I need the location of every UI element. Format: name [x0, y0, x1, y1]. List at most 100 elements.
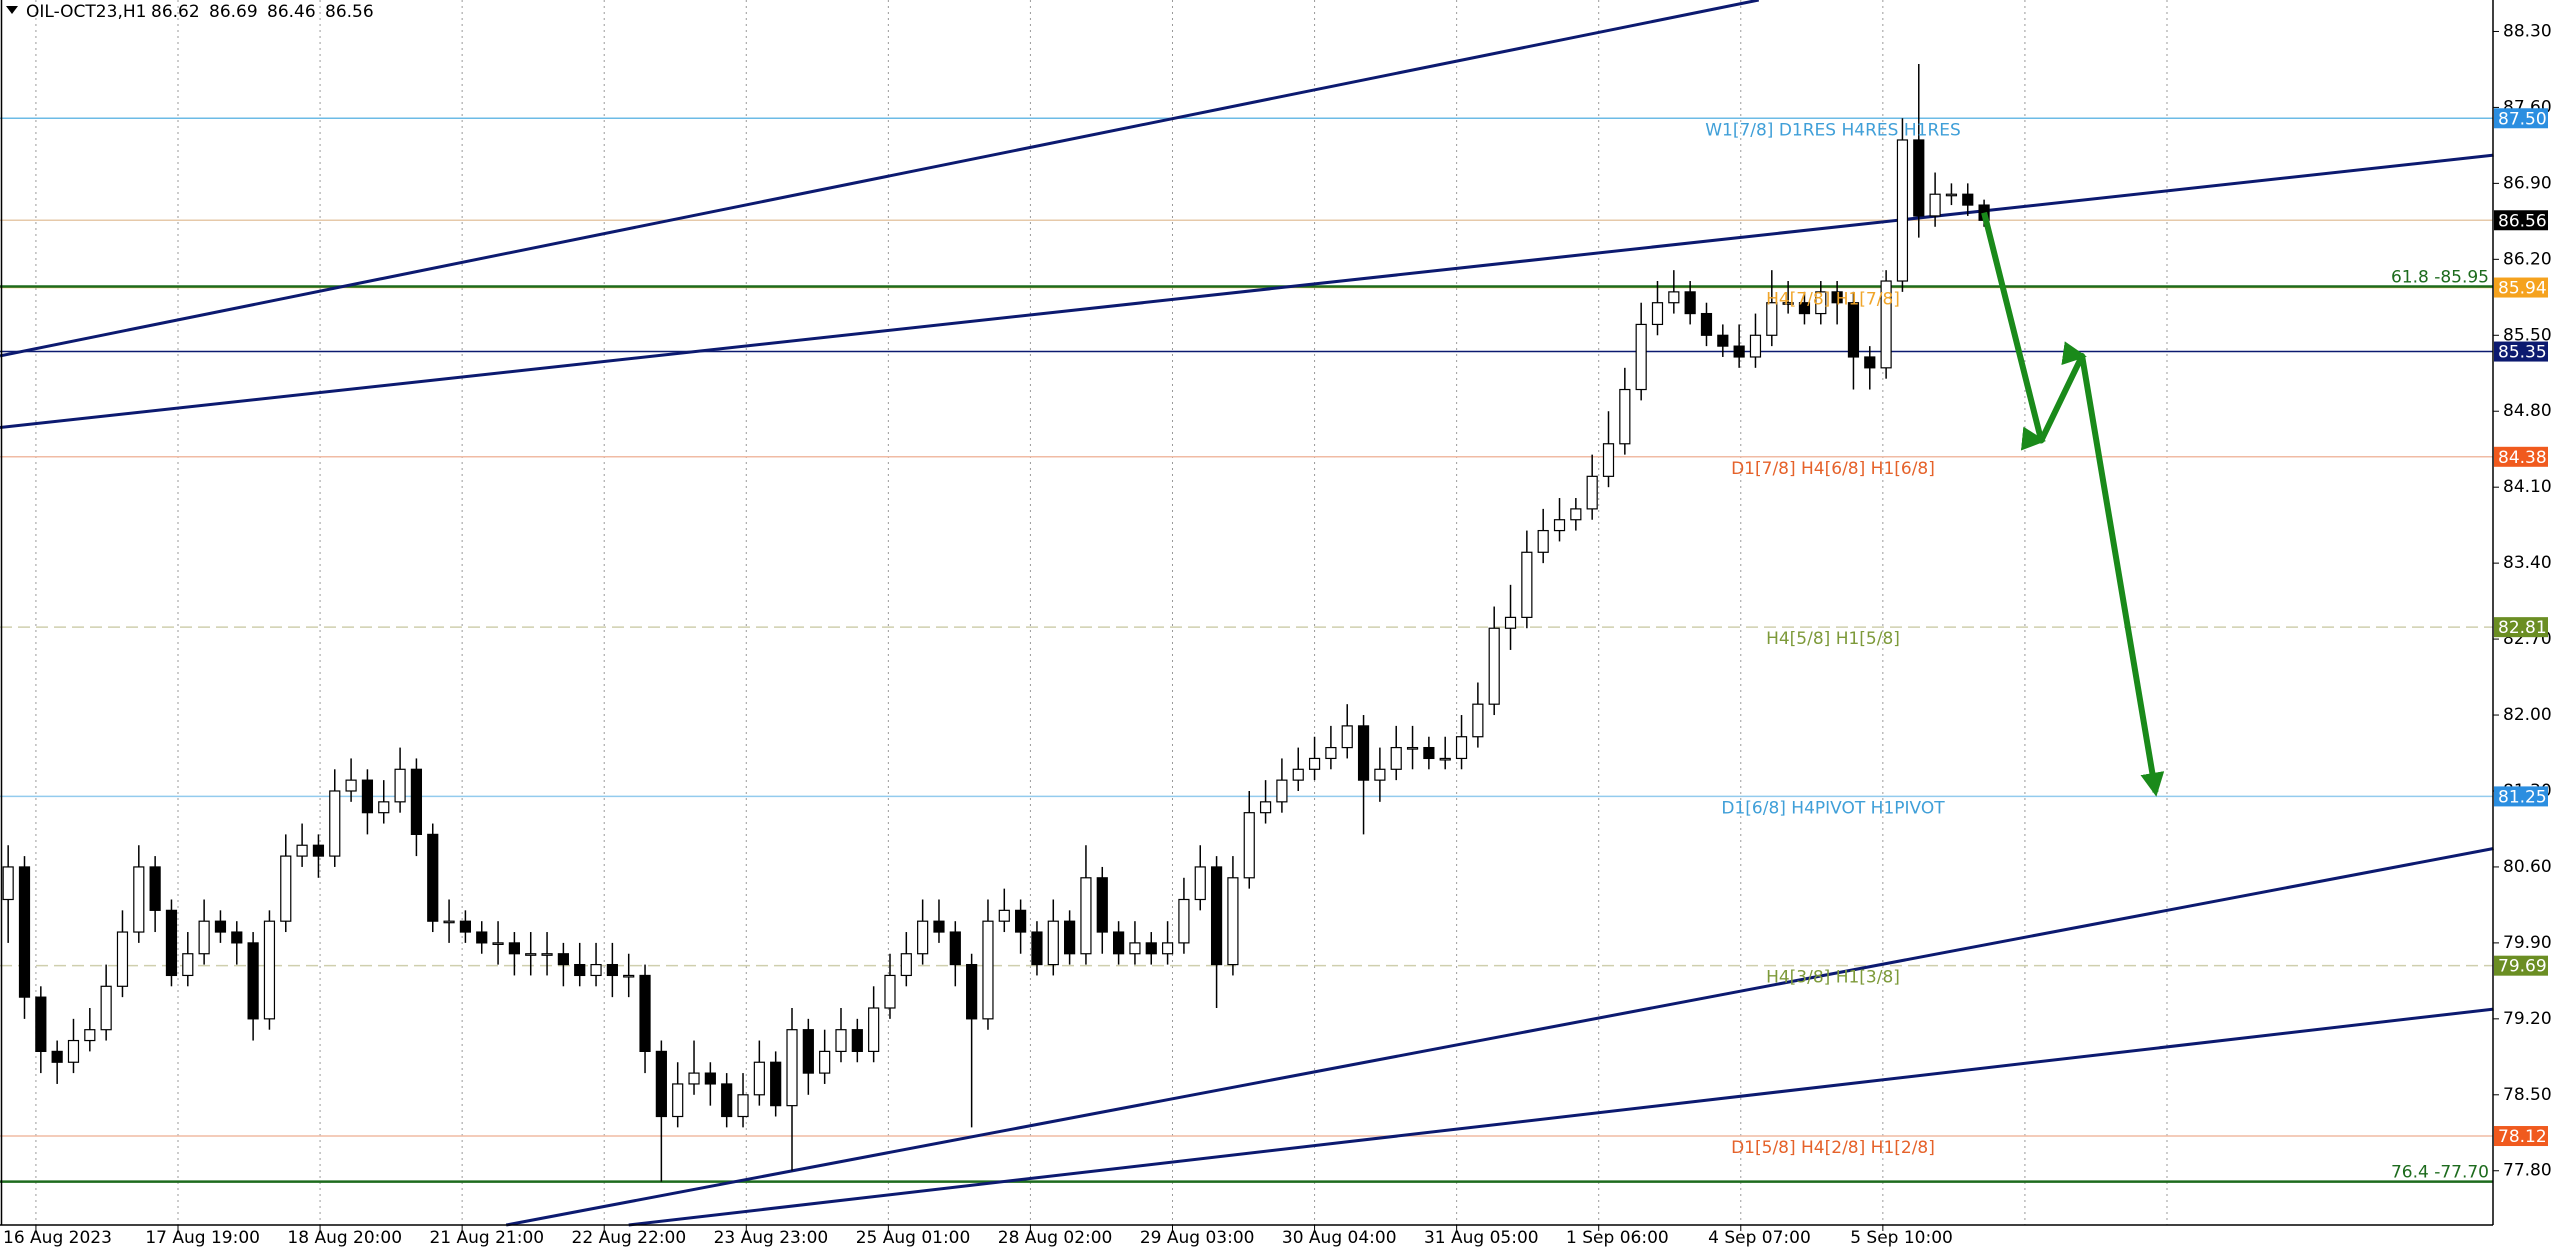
y-tick-label: 78.50 [2503, 1085, 2552, 1105]
price-tag-label: 78.12 [2498, 1127, 2547, 1147]
candle-body [1325, 746, 1337, 760]
symbol-title: OIL-OCT23,H1 [26, 2, 146, 22]
candle-body [1945, 193, 1958, 197]
level-text: D1[5/8] H4[2/8] H1[2/8] [1731, 1138, 1935, 1158]
price-tag-label: 87.50 [2498, 109, 2547, 129]
overlay: W1[7/8] D1RES H4RES H1RES H4[7/8] H1[7/8]… [1705, 120, 2489, 1182]
trendline [505, 847, 2494, 1227]
candle-body [280, 855, 292, 922]
header-value: 86.69 [209, 2, 258, 22]
candle-body [1390, 746, 1402, 770]
candle-body [165, 909, 178, 977]
candle-body [835, 1029, 847, 1052]
trendline [0, 153, 2494, 429]
candle-body [1161, 942, 1174, 955]
y-tick-label: 79.90 [2503, 933, 2552, 953]
candle-body [1194, 866, 1206, 901]
candle-body [1031, 931, 1043, 966]
candle-body [51, 1050, 63, 1063]
candle-body [1831, 291, 1843, 304]
header-values: 86.62 86.69 86.46 86.56 [151, 2, 374, 22]
candle-body [508, 942, 520, 955]
header-value: 86.46 [267, 2, 316, 22]
candle-body [1145, 942, 1157, 955]
candle-body [998, 909, 1010, 922]
candle-body [1178, 898, 1190, 944]
x-tick-label: 22 Aug 22:00 [572, 1228, 687, 1248]
candle-body [394, 768, 406, 803]
price-tag [2494, 617, 2548, 638]
candle-body [1472, 703, 1484, 738]
candle-body [1733, 345, 1745, 358]
candle-body [1064, 920, 1076, 955]
fib-text: 76.4 -77.70 [2391, 1163, 2489, 1183]
candle-body [1455, 736, 1468, 760]
candle-body [476, 931, 488, 944]
y-tick-label: 88.30 [2503, 21, 2552, 41]
candle-body [574, 963, 586, 977]
candle-body [1015, 909, 1027, 933]
candle-body [1341, 725, 1353, 749]
price-tag [2494, 1126, 2548, 1147]
candle-body [492, 942, 504, 945]
price-tag-label: 86.56 [2498, 211, 2547, 231]
candle-body [770, 1061, 782, 1107]
candle-body [427, 833, 439, 922]
candle-body [100, 985, 112, 1031]
price-tag [2494, 341, 2548, 362]
candle-body [296, 844, 308, 857]
trendline [628, 1007, 2494, 1227]
candle-body [443, 920, 455, 924]
candle-body [1651, 302, 1664, 326]
candle-body [1717, 334, 1729, 347]
candle-body [149, 866, 161, 911]
forecast-path [1981, 211, 2165, 797]
y-tick-label: 86.90 [2503, 173, 2552, 193]
candle-body [1423, 746, 1435, 760]
candle-body [672, 1083, 684, 1118]
candle-body [1504, 616, 1517, 629]
price-tag [2494, 108, 2548, 129]
candle-body [1521, 551, 1533, 618]
candle-body [1259, 801, 1272, 814]
candle-body [1880, 280, 1892, 369]
level-text: H4[3/8] H1[3/8] [1766, 968, 1900, 988]
candle-body [1570, 508, 1582, 521]
candle-body [917, 920, 929, 955]
level-text: H4[5/8] H1[5/8] [1766, 629, 1900, 649]
axes: 16 Aug 2023 17 Aug 19:00 18 Aug 20:00 21 Au… [3, 21, 2552, 1248]
y-tick-label: 77.80 [2503, 1161, 2552, 1181]
candle-body [1374, 768, 1386, 781]
candle-body [900, 953, 912, 977]
candle-body [704, 1072, 716, 1085]
candle-body [1847, 302, 1860, 358]
candle-body [949, 931, 961, 966]
candle-body [982, 920, 994, 1020]
x-tick-label: 1 Sep 06:00 [1566, 1228, 1669, 1248]
candle-body [655, 1050, 667, 1118]
candles [2, 64, 1990, 1182]
x-tick-label: 18 Aug 20:00 [287, 1228, 402, 1248]
price-tag-label: 85.94 [2498, 279, 2547, 299]
candle-body [525, 953, 537, 956]
candle-body [1864, 356, 1876, 369]
candle-body [688, 1072, 700, 1085]
candle-body [933, 920, 945, 933]
candle-body [737, 1094, 749, 1118]
candle-body [541, 953, 553, 956]
candle-body [606, 963, 618, 977]
candle-body [1668, 291, 1680, 304]
trendline [0, 0, 1760, 358]
menu-triangle [6, 6, 18, 14]
candle-body [459, 920, 472, 933]
candle-body [884, 974, 896, 1009]
candle-body [1700, 312, 1713, 336]
y-tick-label: 85.50 [2503, 325, 2552, 345]
candle-body [1766, 302, 1778, 336]
candle-body [1129, 942, 1141, 955]
candle-body [639, 974, 651, 1052]
candle-body [182, 953, 194, 977]
candle-body [247, 942, 259, 1020]
